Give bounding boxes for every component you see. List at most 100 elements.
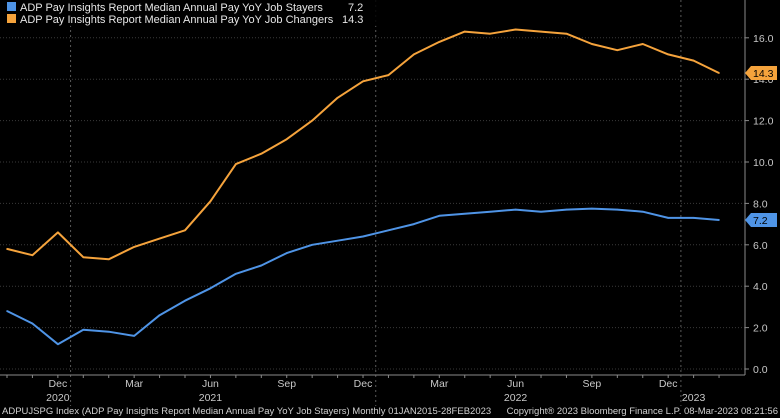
data-point (57, 231, 59, 234)
legend-value-job-stayers: 7.2 (348, 2, 363, 14)
data-point (718, 219, 720, 221)
data-point (57, 343, 59, 345)
data-point (540, 30, 542, 33)
x-axis-ticks: Dec Mar Jun Sep Dec Mar Jun Sep Dec 2020 2021 2022 2… (6, 375, 720, 404)
data-point (514, 28, 517, 31)
legend-label-job-changers: ADP Pay Insights Report Median Annual Pa… (20, 14, 334, 26)
y-tick-label: 8.0 (753, 198, 768, 210)
y-tick-label: 0.0 (753, 364, 768, 376)
x-year-label: 2022 (504, 392, 528, 404)
data-point (463, 30, 466, 33)
data-point (133, 335, 135, 337)
data-point (209, 287, 212, 290)
data-point (311, 119, 313, 122)
data-point (565, 208, 568, 211)
x-tick-label: Dec (354, 378, 373, 390)
data-point (591, 207, 593, 210)
data-point (336, 239, 339, 242)
x-year-label: 2023 (682, 392, 706, 404)
x-tick-label: Sep (277, 378, 296, 390)
data-point (82, 256, 85, 259)
data-point (158, 237, 161, 240)
data-point (362, 80, 364, 83)
data-point (692, 217, 695, 219)
x-tick-label: Jun (507, 378, 524, 390)
data-point (285, 252, 288, 254)
data-point (184, 299, 186, 302)
data-point (616, 49, 619, 52)
data-point (31, 254, 34, 256)
footer-copyright: Copyright® 2023 Bloomberg Finance L.P. 0… (507, 406, 778, 417)
data-point (413, 53, 415, 56)
data-point (387, 74, 390, 76)
data-point (387, 229, 390, 232)
data-point (438, 215, 441, 217)
legend-swatch-job-changers (7, 14, 16, 23)
data-point (31, 322, 34, 325)
data-point (413, 223, 415, 225)
y-tick-label: 6.0 (753, 240, 768, 252)
data-point (667, 217, 669, 219)
data-point (616, 208, 619, 211)
data-point (82, 328, 85, 331)
x-year-label: 2021 (199, 392, 223, 404)
data-point (489, 32, 491, 35)
data-point (235, 163, 237, 165)
badge-label: 14.3 (753, 68, 774, 80)
data-point (260, 264, 263, 267)
badge-shape (745, 212, 777, 227)
data-point (565, 32, 568, 35)
data-point (489, 210, 491, 213)
data-point (184, 229, 186, 232)
data-point (260, 152, 263, 155)
x-year-label: 2020 (46, 392, 70, 404)
y-tick-label: 2.0 (753, 323, 768, 335)
data-point (692, 59, 695, 62)
y-tick-label: 4.0 (753, 281, 768, 293)
y-tick-label: 16.0 (753, 33, 774, 45)
data-point (641, 43, 644, 45)
data-point (540, 210, 542, 213)
legend-label-job-stayers: ADP Pay Insights Report Median Annual Pa… (20, 2, 323, 14)
last-value-badge-job-changers: 14.3 (745, 65, 777, 80)
y-axis-ticks: 0.02.04.06.08.010.012.014.016.0 (745, 33, 774, 376)
data-point (336, 97, 339, 99)
x-tick-label: Jun (202, 378, 219, 390)
data-point (6, 248, 8, 250)
data-point (514, 208, 517, 211)
y-tick-label: 10.0 (753, 157, 774, 169)
badge-shape (745, 65, 777, 80)
legend: ADP Pay Insights Report Median Annual Pa… (4, 0, 400, 26)
data-point (591, 43, 593, 45)
data-point (438, 41, 441, 43)
last-value-badges: 7.2 14.3 (745, 65, 777, 227)
badge-label: 7.2 (753, 215, 768, 227)
last-value-badge-job-stayers: 7.2 (745, 212, 777, 227)
data-point (285, 138, 288, 141)
data-point (158, 314, 161, 316)
legend-value-job-changers: 14.3 (342, 14, 363, 26)
data-point (209, 200, 212, 203)
data-point (718, 72, 720, 74)
data-point (362, 235, 364, 238)
data-point (133, 246, 135, 248)
x-tick-label: Mar (125, 378, 144, 390)
data-point (107, 258, 110, 261)
data-point (107, 330, 110, 333)
series-lines (6, 28, 720, 346)
x-tick-label: Mar (430, 378, 449, 390)
data-point (641, 210, 644, 213)
y-tick-label: 12.0 (753, 116, 774, 128)
data-point (667, 53, 669, 56)
data-point (463, 212, 466, 215)
data-point (311, 244, 313, 246)
x-tick-label: Dec (49, 378, 68, 390)
data-point (6, 310, 8, 312)
x-tick-label: Dec (659, 378, 678, 390)
footer-source: ADPUJSPG Index (ADP Pay Insights Report … (2, 406, 491, 417)
legend-swatch-job-stayers (7, 2, 16, 11)
data-point (235, 272, 237, 275)
x-tick-label: Sep (583, 378, 602, 390)
